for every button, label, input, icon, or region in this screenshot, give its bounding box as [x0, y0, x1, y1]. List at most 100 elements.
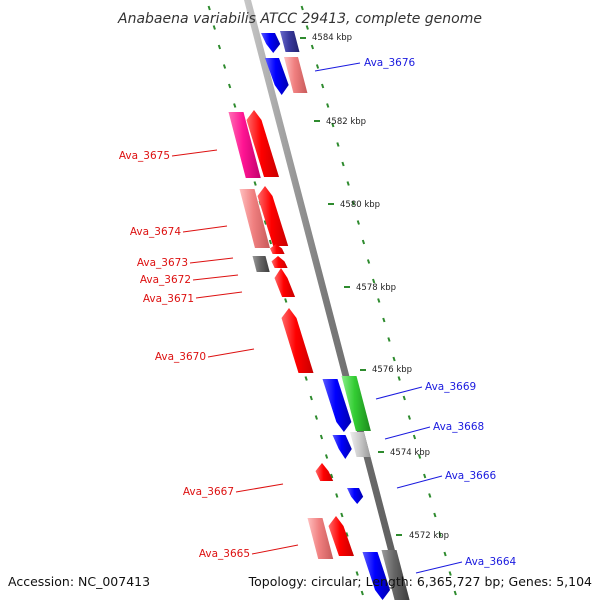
gene-arrow	[281, 308, 314, 373]
tick-dot	[402, 395, 406, 401]
kbp-ticks	[300, 37, 402, 536]
tick-dot	[314, 415, 318, 420]
tick-dot	[217, 44, 222, 50]
tick-dot	[309, 395, 313, 401]
gene-label[interactable]: Ava_3676	[364, 57, 416, 69]
gene-arrow	[252, 256, 270, 272]
tick-dot	[355, 571, 359, 576]
leader-line	[384, 426, 431, 440]
gene-label[interactable]: Ava_3669	[425, 381, 476, 393]
gene-arrow	[381, 550, 410, 600]
tick-dot	[356, 220, 360, 225]
tick-dot	[443, 551, 447, 557]
gene-label[interactable]: Ava_3670	[155, 351, 206, 363]
tick-dot	[366, 259, 371, 264]
tick-dot	[335, 493, 339, 498]
leader-line	[235, 483, 284, 493]
gene-arrow	[315, 463, 334, 481]
kbp-label: 4578 kbp	[356, 283, 396, 293]
leader-line	[415, 561, 463, 574]
gene-arrow	[332, 435, 352, 459]
leader-line	[195, 291, 243, 299]
leader-line	[396, 475, 443, 489]
gene-arrow	[307, 518, 334, 559]
tick-dot	[305, 25, 309, 30]
kbp-label: 4582 kbp	[326, 117, 366, 127]
gene-arrow	[274, 268, 296, 297]
tick-dot	[336, 142, 340, 147]
leader-line	[192, 274, 239, 281]
gene-arrow	[341, 376, 371, 431]
genes	[228, 31, 410, 600]
tick-dot	[228, 83, 232, 89]
leader-line	[375, 386, 423, 400]
tick-dot	[263, 220, 267, 225]
gene-arrow	[228, 112, 261, 178]
tick-dot	[345, 532, 349, 537]
tick-dot	[392, 356, 396, 362]
gene-label[interactable]: Ava_3664	[465, 556, 517, 568]
gene-arrow	[246, 110, 280, 177]
tick-dot	[300, 5, 304, 11]
tick-dot	[340, 512, 344, 518]
leader-line	[171, 149, 218, 157]
gene-arrow	[265, 58, 289, 95]
gene-arrow	[284, 57, 308, 93]
tick-dot	[438, 532, 442, 537]
gene-label[interactable]: Ava_3671	[143, 293, 194, 305]
tick-dot	[346, 181, 350, 186]
genome-backbone	[244, 0, 408, 600]
tick-dot	[315, 64, 320, 69]
leader-line	[182, 225, 228, 233]
kbp-label: 4584 kbp	[312, 33, 352, 43]
tick-dot	[377, 298, 381, 303]
tick-dot	[372, 278, 376, 284]
tick-dot	[331, 122, 335, 128]
leader-line	[314, 62, 361, 72]
label-leader-lines	[171, 62, 463, 574]
kbp-label: 4576 kbp	[372, 365, 412, 375]
tick-dot	[407, 415, 411, 420]
tick-dot	[341, 161, 345, 167]
gene-arrow	[280, 31, 300, 52]
gene-arrow	[347, 488, 364, 504]
tick-dot	[397, 376, 401, 381]
leader-line	[251, 544, 299, 555]
kbp-label: 4572 kbp	[409, 531, 449, 541]
tick-dot	[233, 103, 237, 108]
tick-dot	[433, 512, 437, 518]
gene-label[interactable]: Ava_3674	[130, 226, 182, 238]
tick-dot	[330, 473, 334, 479]
gene-label[interactable]: Ava_3675	[119, 150, 170, 162]
map-title: Anabaena variabilis ATCC 29413, complete…	[117, 11, 482, 27]
gene-arrow	[239, 189, 270, 248]
gene-arrow	[271, 256, 288, 268]
tick-dot	[253, 181, 257, 186]
leader-line	[207, 348, 255, 358]
tick-dot	[212, 25, 216, 30]
tick-dot	[319, 434, 324, 440]
tick-dot	[453, 590, 457, 596]
gene-label[interactable]: Ava_3666	[445, 470, 497, 482]
tick-dot	[207, 5, 211, 11]
gene-label[interactable]: Ava_3668	[433, 421, 484, 433]
tick-rails	[207, 5, 457, 596]
tick-dot	[360, 590, 364, 596]
gene-arrow	[362, 552, 391, 600]
genome-summary: Topology: circular; Length: 6,365,727 bp…	[248, 574, 592, 589]
gene-label[interactable]: Ava_3665	[199, 548, 250, 560]
tick-dot	[412, 434, 417, 440]
gene-arrow	[322, 379, 352, 432]
tick-dot	[284, 298, 288, 303]
kbp-label: 4574 kbp	[390, 448, 430, 458]
tick-dot	[321, 83, 325, 89]
gene-label[interactable]: Ava_3673	[137, 257, 188, 269]
tick-dot	[222, 64, 227, 69]
tick-dot	[417, 454, 422, 459]
gene-arrow	[261, 33, 281, 53]
gene-label[interactable]: Ava_3667	[183, 486, 234, 498]
tick-dot	[423, 473, 427, 479]
gene-label[interactable]: Ava_3672	[140, 274, 191, 286]
tick-dot	[304, 376, 308, 381]
